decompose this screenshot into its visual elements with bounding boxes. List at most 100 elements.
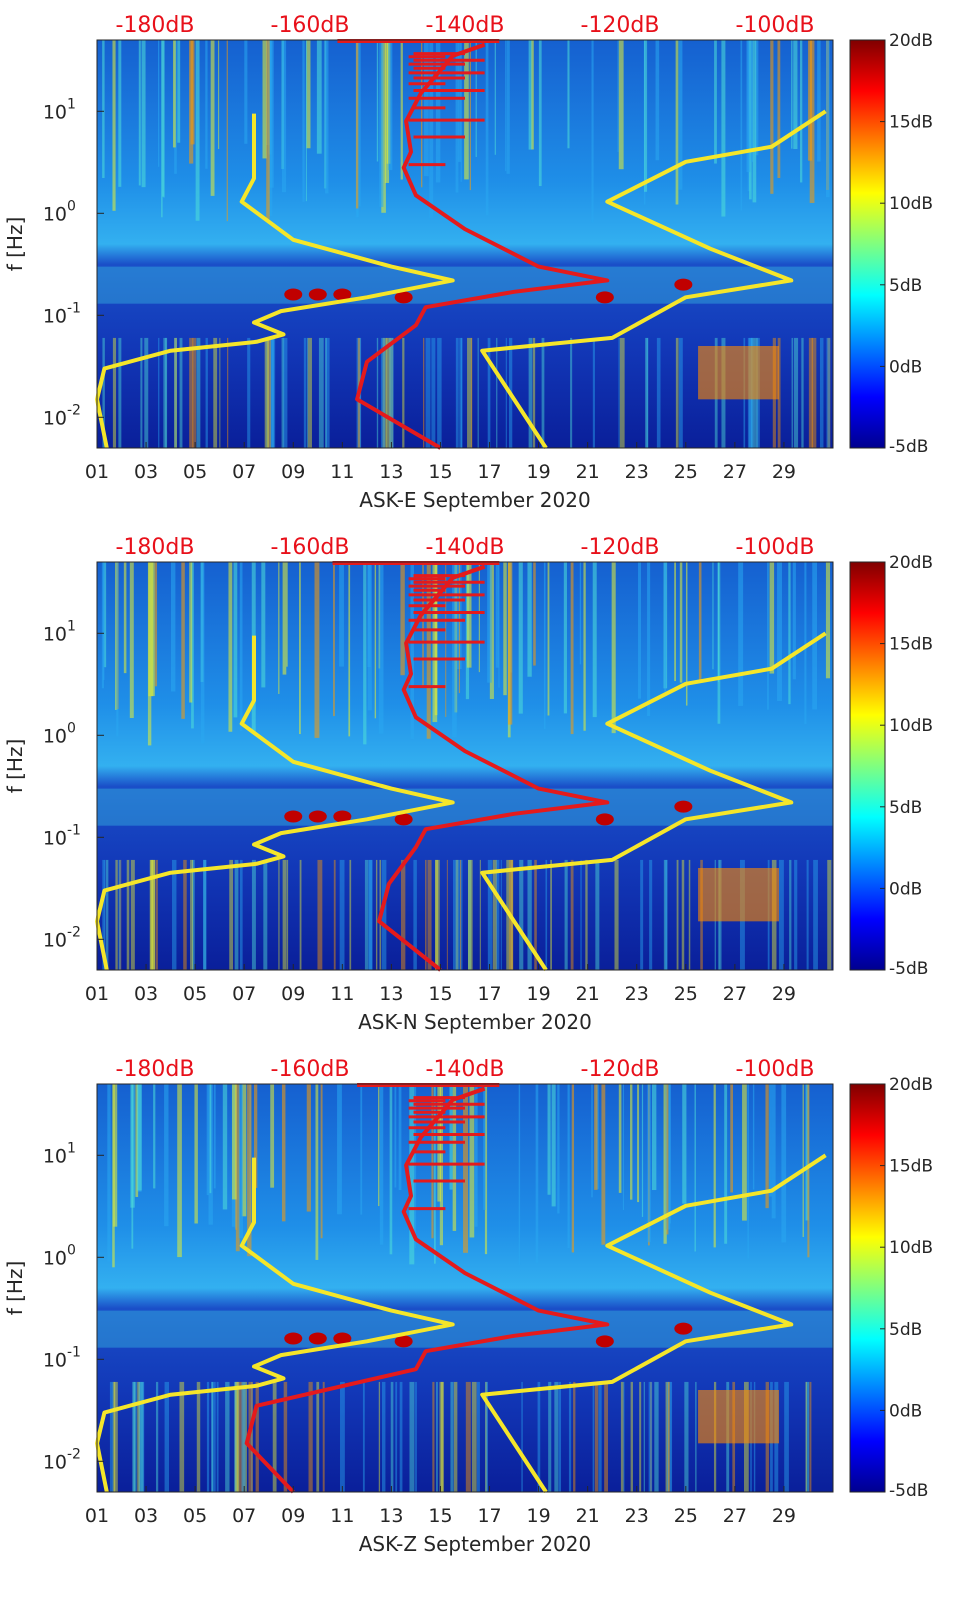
streak [618,40,624,170]
y-tick-label: 10 [43,1145,67,1167]
streak [496,859,500,970]
streak [459,859,462,970]
noise-model-curve [95,1157,455,1493]
streak [138,1381,144,1492]
x-tick-label: 25 [674,983,698,1005]
streak [592,337,595,448]
streak [655,40,660,161]
streak [648,1381,653,1492]
streak [195,40,200,221]
streak [717,562,719,682]
streak [141,40,146,188]
streak [455,337,459,448]
plot-frame [96,1083,834,1493]
streak [669,1084,671,1224]
streak [567,1084,570,1249]
streak [617,40,619,152]
streak [449,1084,453,1190]
top-axis-label: -140dB [426,13,505,38]
energy-hotspot [394,813,413,826]
streak [643,40,648,192]
streak [532,337,536,448]
x-tick-label: 03 [134,983,158,1005]
streak [770,40,774,194]
streak [205,337,208,448]
y-tick-label: 10 [43,1349,67,1371]
streak [826,337,831,448]
streak [470,337,473,448]
streak [467,859,473,970]
warm-block [698,346,780,400]
streak [213,337,218,448]
streak [570,859,574,970]
streak [639,1381,642,1492]
streak [362,1381,365,1492]
streak [455,859,459,970]
y-tick-label: 10 [43,827,67,849]
x-tick-label: 29 [772,1505,796,1527]
streak [650,1381,652,1492]
streak [386,337,391,448]
streak [299,859,302,970]
energy-hotspot [284,810,303,823]
x-tick-label: 19 [527,461,551,483]
streak [457,40,462,162]
streak [263,859,268,970]
streak [382,337,388,448]
streak [594,1084,598,1190]
streak [307,337,312,448]
streak [161,40,163,218]
streak [271,337,276,448]
streak [698,562,702,681]
streak [191,859,195,970]
plot-frame [96,561,834,971]
top-axis-label: -120dB [581,535,660,560]
streak [155,859,158,970]
streak [654,1381,659,1492]
streak [196,337,201,448]
median-psd-curve [355,42,610,450]
streak [216,1381,219,1492]
streak [527,859,532,970]
streak [130,859,135,970]
streak [177,1084,182,1258]
streak [647,562,651,717]
noise-model-curve [95,113,455,449]
streak [192,337,197,448]
streak [793,40,798,150]
streak [551,1084,556,1207]
streak [747,1084,749,1259]
streak [663,859,668,970]
streak [339,859,345,970]
streak [132,1381,137,1492]
streak [422,562,424,686]
streak [784,1381,789,1492]
streak [496,337,498,448]
x-tick-label: 21 [576,1505,600,1527]
streak [670,1381,673,1492]
psd-wiggle [408,52,485,167]
streak [468,859,472,970]
x-tick-label: 07 [232,983,256,1005]
streak [535,1084,539,1263]
streak [324,337,327,448]
streak [378,562,384,734]
microseism-band [97,1310,833,1348]
streak [521,1381,523,1492]
streak [241,1381,246,1492]
streak [484,1084,488,1255]
plot-frame [96,39,834,449]
streak [752,40,757,203]
streak [694,1084,696,1252]
streak [380,337,386,448]
streak [190,40,195,145]
x-tick-label: 15 [428,461,452,483]
x-tick-label: 15 [428,1505,452,1527]
streak [812,562,818,710]
streak [813,859,818,970]
x-axis-label: ASK-E September 2020 [359,488,590,512]
streak [151,859,156,970]
streak [558,1381,562,1492]
streak [306,337,308,448]
x-tick-label: 09 [281,461,305,483]
